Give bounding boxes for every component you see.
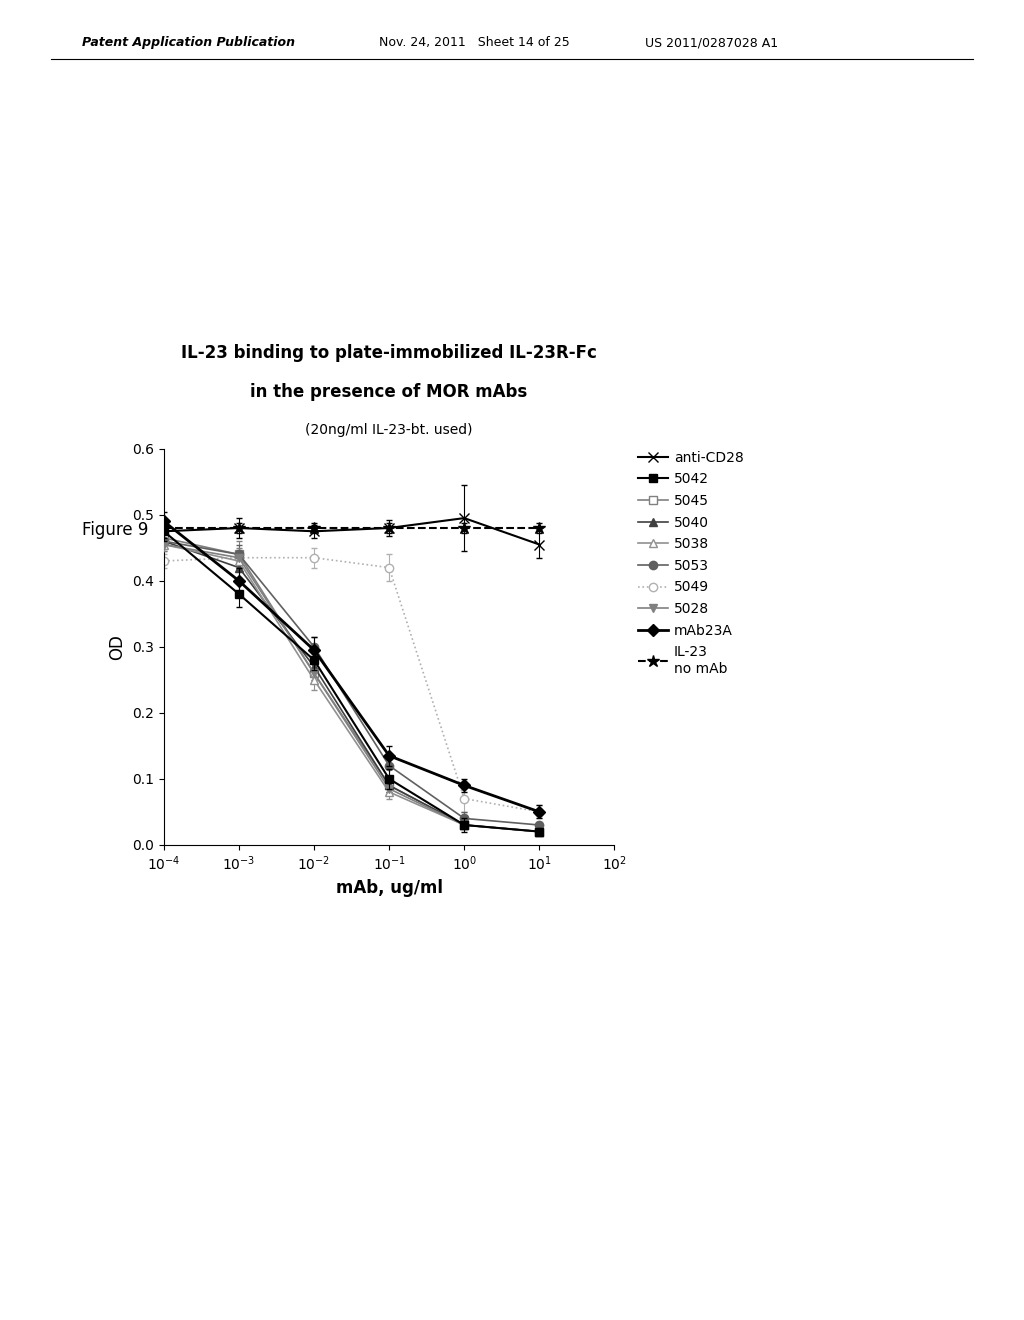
Y-axis label: OD: OD — [109, 634, 127, 660]
Text: Nov. 24, 2011   Sheet 14 of 25: Nov. 24, 2011 Sheet 14 of 25 — [379, 36, 569, 49]
Text: in the presence of MOR mAbs: in the presence of MOR mAbs — [251, 383, 527, 401]
Text: Figure 9: Figure 9 — [82, 520, 148, 539]
Text: Patent Application Publication: Patent Application Publication — [82, 36, 295, 49]
Text: IL-23 binding to plate-immobilized IL-23R-Fc: IL-23 binding to plate-immobilized IL-23… — [181, 343, 597, 362]
Text: US 2011/0287028 A1: US 2011/0287028 A1 — [645, 36, 778, 49]
X-axis label: mAb, ug/ml: mAb, ug/ml — [336, 879, 442, 896]
Text: (20ng/ml IL-23-bt. used): (20ng/ml IL-23-bt. used) — [305, 422, 473, 437]
Legend: anti-CD28, 5042, 5045, 5040, 5038, 5053, 5049, 5028, mAb23A, IL-23
no mAb: anti-CD28, 5042, 5045, 5040, 5038, 5053,… — [635, 447, 746, 678]
